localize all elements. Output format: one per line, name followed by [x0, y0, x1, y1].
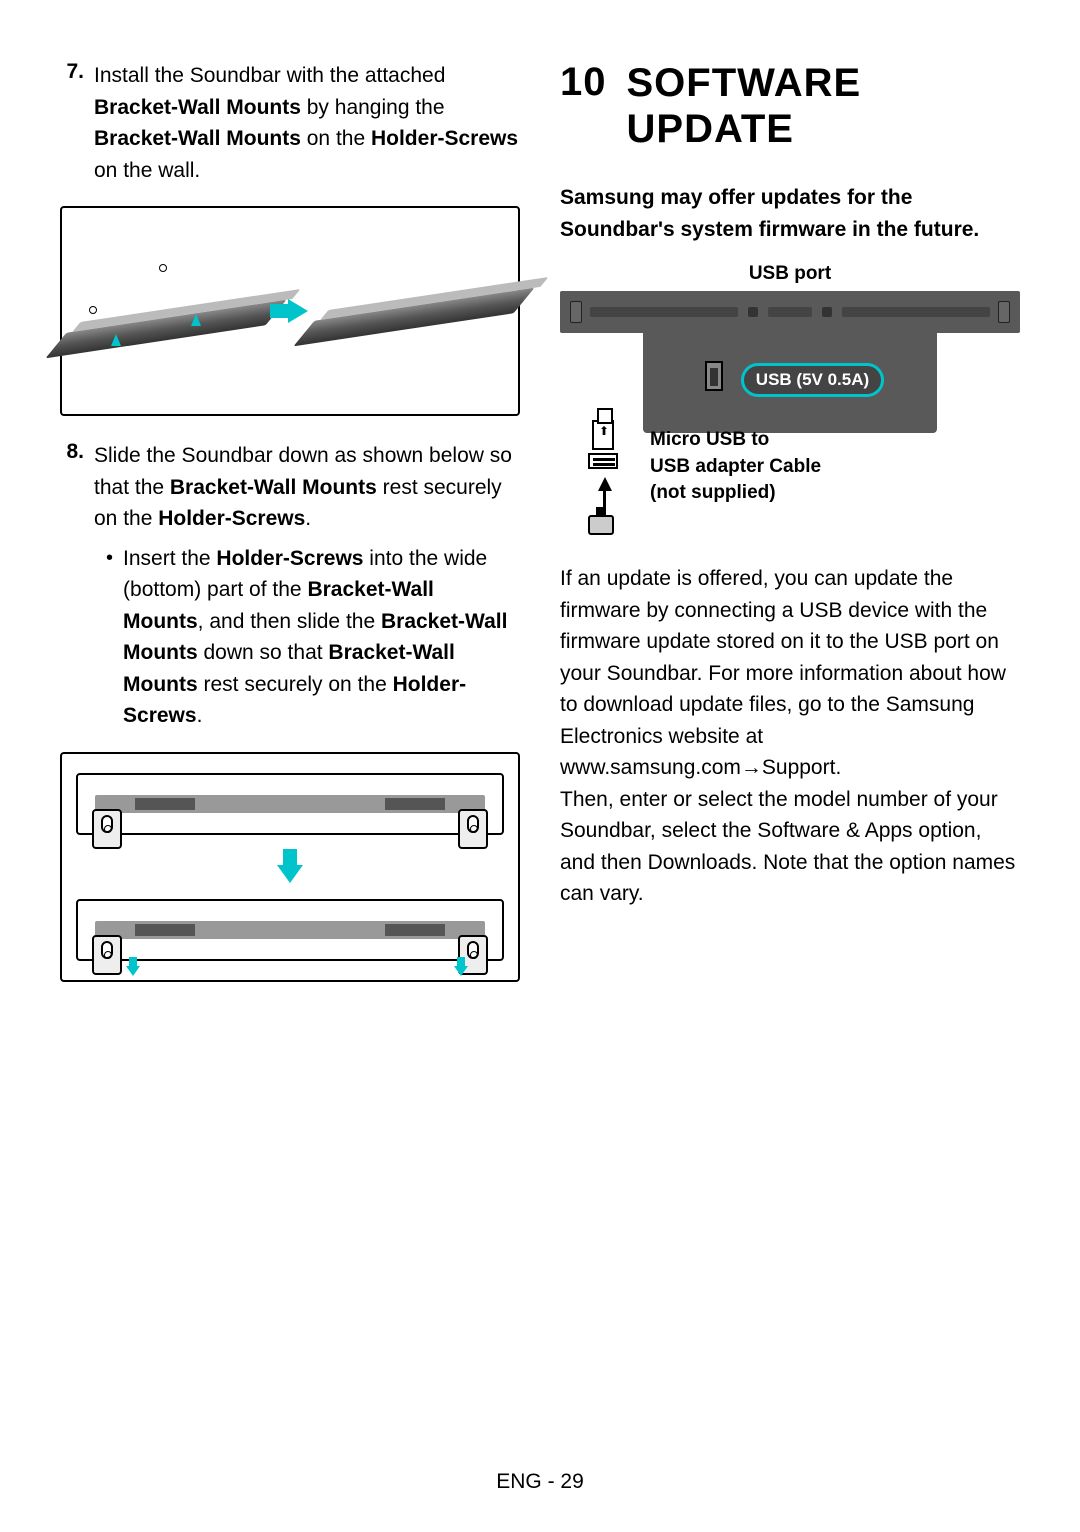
t: Bracket-Wall Mounts [94, 96, 301, 119]
t: Insert the [123, 547, 216, 570]
usb-adapter-icon [588, 453, 618, 469]
t: down so that [198, 641, 329, 664]
t: Holder-Screws [216, 547, 363, 570]
t: by hanging the [301, 96, 445, 119]
soundbar-icon [46, 300, 287, 359]
arrow-down-icon [275, 849, 305, 885]
soundbar-3d-left [81, 236, 251, 386]
t: Bracket-Wall Mounts [94, 127, 301, 150]
port-icon [998, 301, 1010, 323]
usb-port-icon [705, 361, 723, 391]
port-icon [822, 307, 832, 317]
port-icon [748, 307, 758, 317]
usb-diagram: USB (5V 0.5A) ⬆ Micro USB to USB adapter… [560, 291, 1020, 541]
t: on the [301, 127, 371, 150]
step-7-text: Install the Soundbar with the attached B… [94, 60, 520, 186]
intro-text: Samsung may offer updates for the Soundb… [560, 182, 1020, 245]
t: rest securely on the [198, 673, 393, 696]
step-7-number: 7. [60, 60, 84, 186]
figure-step7 [60, 206, 520, 416]
usb-badge: USB (5V 0.5A) [741, 363, 884, 397]
soundbar-front-top [76, 773, 504, 835]
screw-dot-icon [159, 264, 167, 272]
caption-line: USB adapter Cable [650, 454, 870, 481]
mount-hook-icon [458, 809, 488, 849]
page-footer: ENG - 29 [0, 1470, 1080, 1494]
caption-line: (not supplied) [650, 480, 870, 507]
arrow-up-icon [598, 477, 612, 491]
t: Holder-Screws [371, 127, 518, 150]
step-7: 7. Install the Soundbar with the attache… [60, 60, 520, 186]
left-column: 7. Install the Soundbar with the attache… [60, 60, 520, 982]
screw-dot-icon [89, 306, 97, 314]
arrow-up-icon [191, 314, 201, 326]
arrow-right-icon [270, 291, 310, 331]
bullet-icon: • [106, 543, 113, 732]
t: on the wall. [94, 159, 200, 182]
t: Then, enter or select the model number o… [560, 788, 1015, 906]
soundbar-front-bottom [76, 899, 504, 961]
soundbar-back-icon [560, 291, 1020, 333]
t: Holder-Screws [158, 507, 305, 530]
back-panel-icon: USB (5V 0.5A) [643, 333, 937, 433]
section-title: SOFTWARE UPDATE [627, 60, 1021, 152]
right-column: 10 SOFTWARE UPDATE Samsung may offer upd… [560, 60, 1020, 982]
grill-icon [842, 307, 990, 317]
body-paragraph-1: If an update is offered, you can update … [560, 563, 1020, 910]
mount-hook-icon [92, 809, 122, 849]
step-8-bullet: • Insert the Holder-Screws into the wide… [106, 543, 520, 732]
usb-port-label: USB port [560, 263, 1020, 285]
step-8: 8. Slide the Soundbar down as shown belo… [60, 440, 520, 732]
usb-plug-icon: ⬆ [592, 420, 614, 450]
soundbar-body-icon [95, 795, 485, 813]
section-header: 10 SOFTWARE UPDATE [560, 60, 1020, 152]
soundbar-body-icon [95, 921, 485, 939]
caption-line: Micro USB to [650, 427, 870, 454]
grill-icon [590, 307, 738, 317]
figure-step8 [60, 752, 520, 982]
url-text: www.samsung.com→Support. [560, 756, 841, 779]
soundbar-icon [293, 288, 534, 347]
cable-caption: Micro USB to USB adapter Cable (not supp… [650, 427, 870, 507]
step-8-number: 8. [60, 440, 84, 732]
cable-diagram: ⬆ [560, 335, 660, 545]
usb-symbol-icon: ⬆ [599, 424, 609, 438]
soundbar-3d-right [329, 236, 499, 386]
arrow-up-icon [111, 334, 121, 346]
port-icon [570, 301, 582, 323]
section-number: 10 [560, 60, 607, 105]
t: Bracket-Wall Mounts [170, 476, 377, 499]
step-8-text: Slide the Soundbar down as shown below s… [94, 440, 520, 732]
t: If an update is offered, you can update … [560, 567, 1006, 748]
t: . [197, 704, 203, 727]
t: Install the Soundbar with the attached [94, 64, 445, 87]
mount-hook-icon [92, 935, 122, 975]
usb-plug-bottom-icon [588, 515, 614, 535]
grill-icon [768, 307, 812, 317]
t: , and then slide the [198, 610, 381, 633]
t: . [305, 507, 311, 530]
bullet-text: Insert the Holder-Screws into the wide (… [123, 543, 520, 732]
